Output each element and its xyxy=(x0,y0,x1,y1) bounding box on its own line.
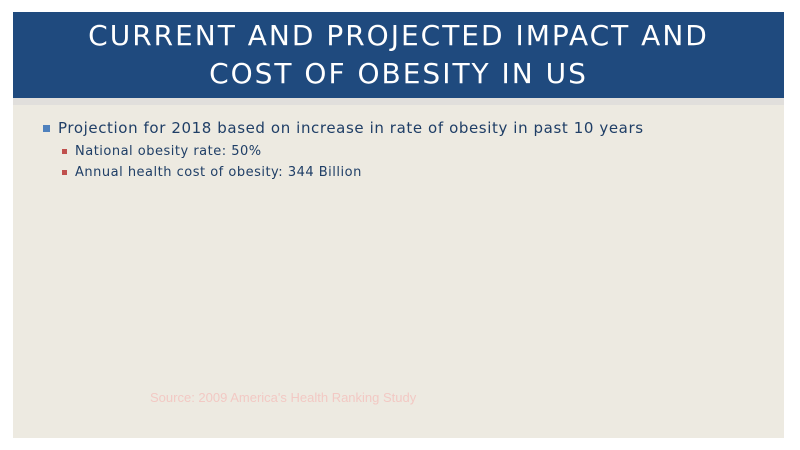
sub-bullet-list: National obesity rate: 50% Annual health… xyxy=(43,141,763,183)
square-bullet-icon xyxy=(62,170,67,175)
square-bullet-icon xyxy=(62,149,67,154)
sub-bullet-text: National obesity rate: 50% xyxy=(75,144,262,159)
sub-bullet-item: National obesity rate: 50% xyxy=(62,141,763,162)
title-bar: CURRENT AND PROJECTED IMPACT AND COST OF… xyxy=(13,12,784,98)
bullet-list: Projection for 2018 based on increase in… xyxy=(43,117,763,183)
sub-bullet-text: Annual health cost of obesity: 344 Billi… xyxy=(75,165,362,180)
bullet-level1: Projection for 2018 based on increase in… xyxy=(43,117,763,139)
source-caption: Source: 2009 America's Health Ranking St… xyxy=(150,390,417,405)
title-divider xyxy=(13,98,784,105)
slide-title: CURRENT AND PROJECTED IMPACT AND COST OF… xyxy=(88,19,709,90)
bullet-text: Projection for 2018 based on increase in… xyxy=(58,119,644,137)
sub-bullet-item: Annual health cost of obesity: 344 Billi… xyxy=(62,162,763,183)
bullet-item: Projection for 2018 based on increase in… xyxy=(43,117,763,183)
content-area: Projection for 2018 based on increase in… xyxy=(13,105,784,438)
square-bullet-icon xyxy=(43,124,50,132)
